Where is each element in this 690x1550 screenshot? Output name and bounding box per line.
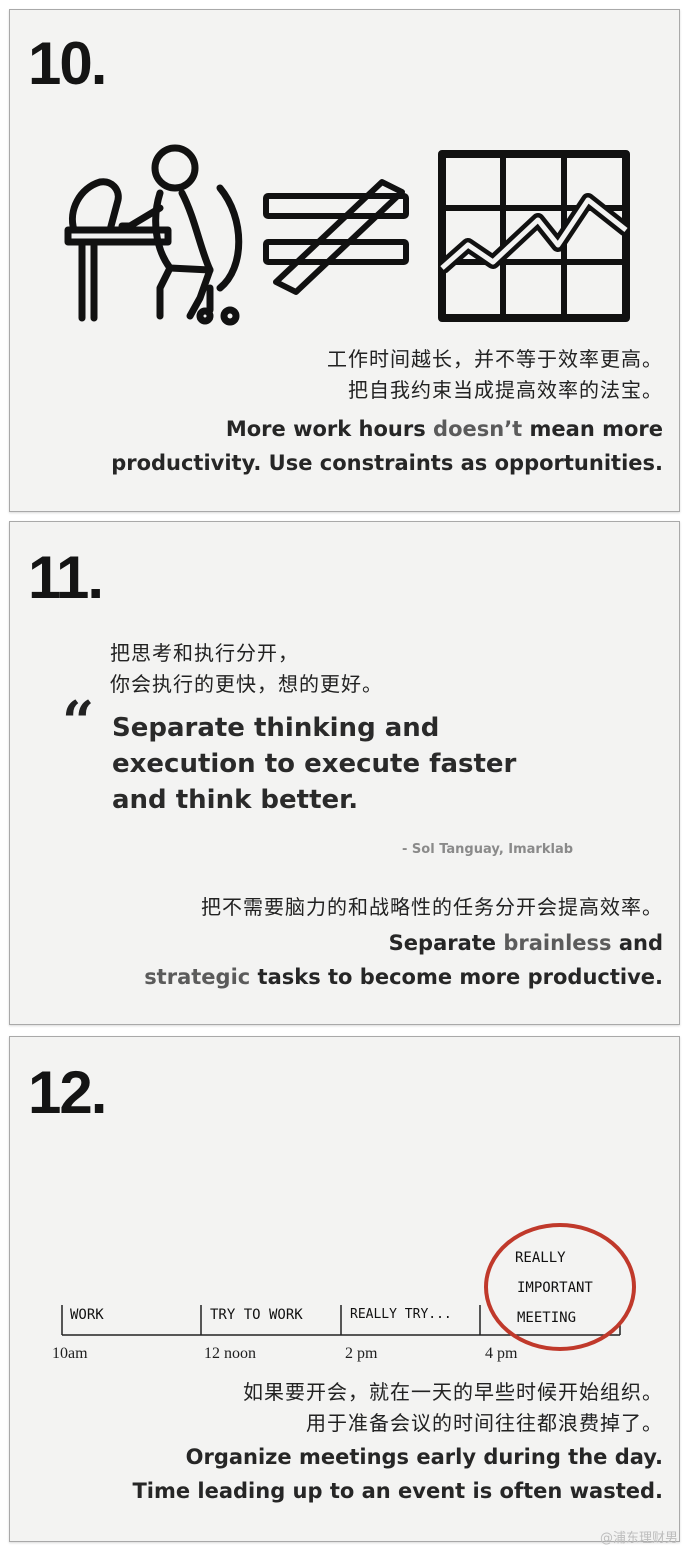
tip-english-text: Separate brainless and strategic tasks t… [23,926,663,994]
tip-number: 10. [28,30,107,97]
timeline-axis [61,1305,621,1336]
growth-chart-icon [438,150,630,322]
quote-line: execution to execute faster [112,749,517,779]
zh-line: 工作时间越长，并不等于效率更高。 [327,347,663,371]
quote-line: and think better. [112,785,359,815]
tip-english-text: Organize meetings early during the day. … [23,1440,663,1508]
circled-line: REALLY [515,1250,566,1266]
quote-mark-icon: “ [62,689,95,755]
not-equal-icon [263,179,409,295]
tip-card-10: 10. [9,9,680,512]
zh-line: 把不需要脑力的和战略性的任务分开会提高效率。 [201,895,663,919]
timeline-time: 2 pm [345,1345,378,1362]
zh-line: 把思考和执行分开， [110,641,299,665]
circled-label: REALLY IMPORTANT MEETING [515,1243,593,1333]
en-line: Separate brainless and [23,926,663,960]
en-segment: tasks to become more productive. [250,965,663,989]
en-line: Organize meetings early during the day. [185,1445,663,1469]
timeline-time: 12 noon [204,1345,256,1362]
tip-number: 11. [28,544,104,611]
en-highlight: brainless [503,931,612,955]
quote-attribution: - Sol Tanguay, Imarklab [402,842,574,857]
en-line: productivity. Use constraints as opportu… [111,451,663,475]
watermark: @浦东理财男 [599,1531,678,1546]
timeline-time: 10am [52,1345,88,1362]
zh-line: 如果要开会，就在一天的早些时候开始组织。 [243,1380,663,1404]
en-line: Time leading up to an event is often was… [132,1479,663,1503]
en-segment: Separate [388,931,504,955]
tip-english-text: More work hours doesn’t mean more produc… [23,412,663,480]
en-segment: More work hours [225,417,434,441]
circled-line: MEETING [517,1310,577,1326]
en-segment: mean more [522,417,663,441]
timeline-time: 4 pm [485,1345,518,1362]
tip-chinese-text: 如果要开会，就在一天的早些时候开始组织。 用于准备会议的时间往往都浪费掉了。 [23,1377,663,1439]
en-highlight: strategic [144,965,251,989]
circled-line: IMPORTANT [517,1280,593,1296]
tip-chinese-text: 把不需要脑力的和战略性的任务分开会提高效率。 [43,892,663,923]
zh-line: 用于准备会议的时间往往都浪费掉了。 [306,1411,663,1435]
en-segment: and [611,931,663,955]
en-line: More work hours doesn’t mean more [23,412,663,446]
tip-chinese-text: 工作时间越长，并不等于效率更高。 把自我约束当成提高效率的法宝。 [63,344,663,406]
tip-card-12: 12. WORK TRY TO WORK REALLY TRY... 10am … [9,1036,680,1542]
tip-chinese-intro: 把思考和执行分开， 你会执行的更快，想的更好。 [110,638,530,700]
en-highlight: doesn’t [433,417,523,441]
tip-card-11: 11. 把思考和执行分开， 你会执行的更快，想的更好。 “ Separate t… [9,521,680,1025]
red-circle-icon [484,1223,636,1351]
en-line: strategic tasks to become more productiv… [23,960,663,994]
zh-line: 把自我约束当成提高效率的法宝。 [348,378,663,402]
tip-number: 12. [28,1059,107,1126]
quote-text: Separate thinking and execution to execu… [112,710,632,818]
timeline-label-try: TRY TO WORK [210,1307,303,1323]
zh-line: 你会执行的更快，想的更好。 [110,672,383,696]
person-at-desk-icon [64,144,243,326]
timeline-label-work: WORK [70,1307,104,1323]
timeline-label-really-try: REALLY TRY... [350,1307,452,1322]
quote-line: Separate thinking and [112,713,440,743]
